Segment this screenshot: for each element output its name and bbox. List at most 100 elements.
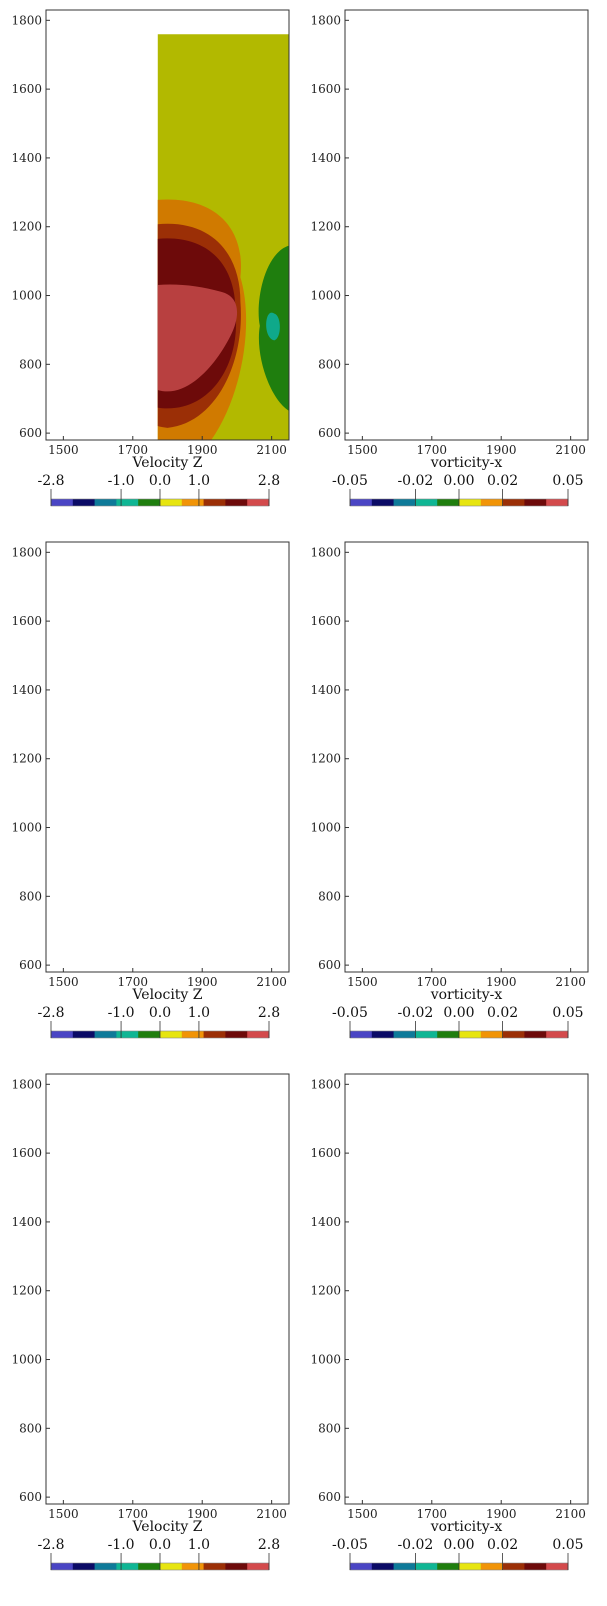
colorbar-swatch — [225, 1563, 248, 1570]
colorbar-swatch — [138, 1031, 161, 1038]
colorbar-swatch — [138, 1563, 161, 1570]
velocity-z-panel-2: 1800 1600 1400 1200 1000 800 600 1500 1700 1900 21… — [11, 541, 290, 1039]
colorbar-tick-label: -0.02 — [397, 1537, 433, 1553]
colorbar-swatch — [415, 1563, 438, 1570]
y-tick-label: 600 — [318, 1490, 341, 1504]
colorbar-swatch — [160, 499, 183, 506]
contour-region — [82, 1265, 124, 1309]
contour-region — [479, 702, 565, 791]
y-tick-label: 1000 — [11, 1353, 42, 1367]
vorticity-x-panel-3: 1800 1600 1400 1200 1000 800 600 1500 1700 1900 21… — [310, 1073, 589, 1571]
colorbar-tick-label: 0.0 — [149, 1005, 171, 1021]
x-tick-label: 1500 — [48, 443, 79, 457]
vorticity-x-panel-1: 1800 1600 1400 1200 1000 800 600 1500 1700 1900 21… — [310, 9, 589, 507]
colorbar-tick-label: 0.0 — [149, 1537, 171, 1553]
colorbar-swatch — [371, 1563, 394, 1570]
colorbar-tick-label: 0.05 — [552, 1005, 583, 1021]
contour-region — [345, 756, 588, 972]
colorbar-tick-label: 1.0 — [188, 473, 210, 489]
contour-region — [476, 241, 554, 411]
axis-title: vorticity-x — [430, 987, 503, 1003]
colorbar-swatch — [116, 1031, 139, 1038]
y-tick-label: 1600 — [310, 82, 341, 96]
contour-region — [345, 1074, 588, 1504]
contour-region — [56, 1277, 64, 1302]
y-tick-label: 600 — [19, 426, 42, 440]
colorbar-swatch — [502, 499, 525, 506]
colorbar-tick-label: 0.00 — [443, 473, 474, 489]
contour-region — [510, 263, 540, 370]
y-tick-label: 1400 — [310, 1215, 341, 1229]
colorbar-tick-label: -1.0 — [108, 473, 135, 489]
x-tick-label: 1500 — [347, 443, 378, 457]
colorbar-tick-label: -2.8 — [38, 473, 65, 489]
colorbar-tick-label: 0.00 — [443, 1005, 474, 1021]
colorbar-swatch — [524, 1031, 547, 1038]
colorbar-swatch — [459, 499, 482, 506]
y-tick-label: 1800 — [11, 545, 42, 559]
y-tick-label: 1200 — [11, 752, 42, 766]
contour-region — [467, 542, 589, 972]
y-tick-label: 600 — [19, 1490, 42, 1504]
y-tick-label: 1600 — [11, 614, 42, 628]
axis-title: Velocity Z — [131, 1519, 202, 1535]
colorbar-swatch — [225, 1031, 248, 1038]
y-tick-label: 1000 — [310, 821, 341, 835]
contour-region — [476, 1210, 565, 1302]
y-tick-label: 1800 — [11, 1077, 42, 1091]
colorbar-swatch — [72, 1031, 95, 1038]
contour-region — [46, 1245, 80, 1327]
y-tick-label: 1000 — [11, 821, 42, 835]
colorbar-swatch — [94, 1031, 117, 1038]
contour-region — [481, 1220, 559, 1298]
colorbar-tick-label: -1.0 — [108, 1005, 135, 1021]
colorbar-swatch — [181, 499, 204, 506]
y-tick-label: 1600 — [11, 82, 42, 96]
colorbar-swatch — [181, 1031, 204, 1038]
velocity-z-panel-3: 1800 1600 1400 1200 1000 800 600 1500 1700 1900 21… — [11, 1073, 290, 1571]
y-tick-label: 1200 — [310, 220, 341, 234]
colorbar-tick-label: -2.8 — [38, 1005, 65, 1021]
contour-region — [262, 693, 289, 829]
y-tick-label: 1200 — [11, 220, 42, 234]
contour-region — [55, 313, 69, 341]
contour-region — [46, 1189, 289, 1317]
contour-region — [467, 1074, 589, 1504]
x-tick-label: 1500 — [347, 975, 378, 989]
x-tick-label: 1700 — [417, 443, 448, 457]
contour-region — [46, 693, 73, 829]
colorbar-swatch — [160, 1563, 183, 1570]
colorbar-tick-label: 2.8 — [258, 1005, 280, 1021]
x-tick-label: 1500 — [48, 975, 79, 989]
colorbar-tick-label: 0.05 — [552, 1537, 583, 1553]
contour-region — [95, 1277, 116, 1303]
y-tick-label: 1000 — [11, 289, 42, 303]
colorbar-swatch — [393, 1031, 416, 1038]
y-tick-label: 1000 — [310, 1353, 341, 1367]
colorbar-tick-label: 1.0 — [188, 1537, 210, 1553]
colorbar-swatch — [393, 499, 416, 506]
contour-region — [99, 714, 236, 826]
colorbar-tick-label: -2.8 — [38, 1537, 65, 1553]
colorbar-swatch — [459, 1563, 482, 1570]
plot-frame — [45, 1073, 290, 1505]
colorbar-swatch — [437, 1031, 460, 1038]
y-tick-label: 1400 — [11, 683, 42, 697]
x-tick-label: 1500 — [48, 1507, 79, 1521]
colorbar-swatch — [203, 1563, 226, 1570]
contour-region — [129, 1330, 207, 1504]
colorbar-swatch — [116, 499, 139, 506]
colorbar-swatch — [459, 1031, 482, 1038]
y-tick-label: 1400 — [310, 151, 341, 165]
x-tick-label: 2100 — [555, 975, 586, 989]
y-tick-label: 600 — [318, 958, 341, 972]
contour-region — [392, 1272, 424, 1308]
contour-region — [368, 1210, 457, 1302]
colorbar-tick-label: 0.05 — [552, 473, 583, 489]
y-tick-label: 600 — [19, 958, 42, 972]
colorbar-tick-label: 0.02 — [487, 473, 518, 489]
contour-region — [46, 1166, 289, 1504]
colorbar-swatch — [480, 1031, 503, 1038]
velocity-z-panel-1: 1800 1600 1400 1200 1000 800 600 1500 1700 1900 21… — [11, 9, 290, 507]
colorbar-swatch — [72, 499, 95, 506]
